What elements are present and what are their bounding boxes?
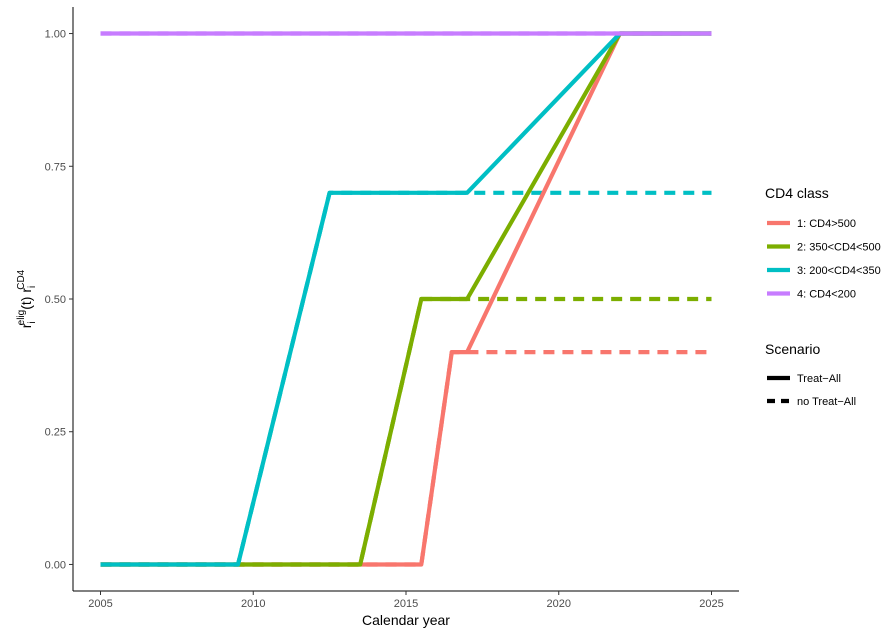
y-axis-title-part: r [18, 323, 34, 328]
y-axis-title-part: CD4 [16, 269, 27, 289]
series-layer [100, 31, 712, 567]
series-line [100, 190, 712, 567]
x-tick-label: 2015 [394, 598, 418, 610]
scenario-legend-entries: Treat−All no Treat−All [767, 373, 856, 408]
series-line [100, 350, 712, 567]
series-line [100, 296, 712, 567]
legend-label: 2: 350<CD4<500 [797, 242, 881, 254]
y-tick-label: 0.75 [45, 161, 66, 173]
legend-label: 3: 200<CD4<350 [797, 265, 881, 277]
x-tick-label: 2020 [547, 598, 571, 610]
x-tick-label: 2010 [241, 598, 265, 610]
y-axis-title-part: (t) r [18, 288, 34, 310]
x-axis-title: Calendar year [362, 612, 450, 628]
y-axis-title-part: i [27, 286, 38, 288]
x-ticks: 2005 2010 2015 2020 2025 [88, 591, 724, 610]
color-legend-entries: 1: CD4>500 2: 350<CD4<500 3: 200<CD4<350 4:… [767, 218, 881, 301]
y-axis-title-part: elig [16, 310, 27, 326]
legend: CD4 class 1: CD4>500 2: 350<CD4<500 3: 200… [765, 185, 881, 408]
y-tick-label: 0.00 [45, 559, 66, 571]
y-axis-title-part: i [27, 321, 38, 323]
legend-label: Treat−All [797, 373, 841, 385]
legend-label: 4: CD4<200 [797, 289, 856, 301]
x-tick-label: 2025 [699, 598, 723, 610]
y-tick-label: 1.00 [45, 29, 66, 41]
legend-label: no Treat−All [797, 396, 856, 408]
color-legend-title: CD4 class [765, 185, 829, 201]
y-tick-label: 0.25 [45, 427, 66, 439]
scenario-legend-title: Scenario [765, 341, 820, 357]
y-axis-title: rielig(t) riCD4 [16, 269, 38, 328]
x-tick-label: 2005 [88, 598, 112, 610]
y-tick-label: 0.50 [45, 294, 66, 306]
legend-label: 1: CD4>500 [797, 218, 856, 230]
y-ticks: 0.00 0.25 0.50 0.75 1.00 [45, 29, 73, 571]
